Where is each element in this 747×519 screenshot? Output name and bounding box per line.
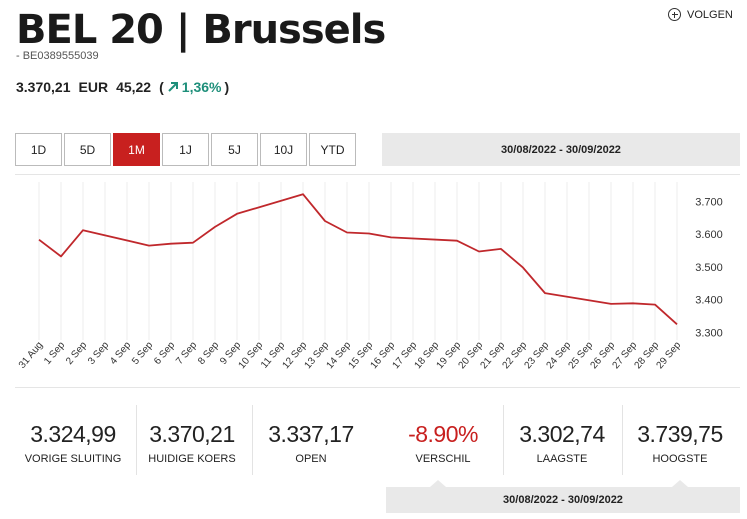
- stat-low: 3.302,74 LAAGSTE: [503, 420, 621, 465]
- stat-label: OPEN: [295, 453, 327, 465]
- footer-notch: [672, 480, 688, 487]
- x-tick-label: 4 Sep: [108, 340, 134, 367]
- x-tick-label: 8 Sep: [196, 340, 222, 367]
- tab-5j[interactable]: 5J: [211, 133, 258, 166]
- close-paren: ): [224, 79, 230, 95]
- x-tick-label: 7 Sep: [174, 340, 200, 367]
- currency: EUR: [78, 79, 109, 95]
- stat-value: 3.337,17: [268, 421, 354, 447]
- change-percent: 1,36%: [181, 79, 222, 95]
- stat-current-price: 3.370,21 HUIDIGE KOERS: [133, 420, 251, 465]
- tab-1j[interactable]: 1J: [162, 133, 209, 166]
- x-tick-label: 31 Aug: [17, 340, 45, 371]
- x-tick-label: 1 Sep: [42, 340, 68, 367]
- stat-previous-close: 3.324,99 VORIGE SLUITING: [14, 420, 132, 465]
- price-series-line: [38, 193, 678, 325]
- stat-value: 3.370,21: [149, 421, 235, 447]
- stat-label: HUIDIGE KOERS: [148, 453, 236, 465]
- x-tick-label: 3 Sep: [86, 340, 112, 367]
- footer-notch: [430, 480, 446, 487]
- stat-label: LAAGSTE: [536, 453, 588, 465]
- stat-difference: -8.90% VERSCHIL: [384, 420, 502, 465]
- tab-10j[interactable]: 10J: [260, 133, 307, 166]
- tab-1m[interactable]: 1M: [113, 133, 160, 166]
- stat-open: 3.337,17 OPEN: [252, 420, 370, 465]
- tab-ytd[interactable]: YTD: [309, 133, 356, 166]
- page-title: BEL 20 | Brussels: [16, 7, 386, 53]
- tab-1d[interactable]: 1D: [15, 133, 62, 166]
- tab-5d[interactable]: 5D: [64, 133, 111, 166]
- open-paren: (: [159, 79, 164, 95]
- stat-value: -8.90%: [408, 421, 478, 447]
- plus-circle-icon: [668, 8, 681, 21]
- quote-line: 3.370,21 EUR 45,22 ( 1,36% ): [16, 79, 229, 95]
- chart-top-divider: [15, 174, 740, 175]
- stat-separator: [136, 405, 137, 475]
- current-price: 3.370,21: [16, 79, 71, 95]
- stat-high: 3.739,75 HOOGSTE: [621, 420, 739, 465]
- stat-value: 3.324,99: [30, 421, 116, 447]
- arrow-up-right-icon: [168, 82, 178, 92]
- price-change: 45,22: [116, 79, 152, 95]
- stat-separator: [622, 405, 623, 475]
- x-tick-label: 29 Sep: [654, 340, 683, 372]
- x-tick-label: 5 Sep: [130, 340, 156, 367]
- stat-label: HOOGSTE: [652, 453, 708, 465]
- period-tabs: 1D 5D 1M 1J 5J 10J YTD: [15, 133, 356, 166]
- y-tick-label: 3.300: [695, 327, 723, 339]
- x-tick-label: 2 Sep: [64, 340, 90, 367]
- stat-label: VERSCHIL: [415, 453, 471, 465]
- isin-code: - BE0389555039: [16, 50, 99, 62]
- stat-value: 3.739,75: [637, 421, 723, 447]
- y-tick-label: 3.600: [695, 229, 723, 241]
- date-range: 30/08/2022 - 30/09/2022: [382, 133, 740, 166]
- y-tick-label: 3.500: [695, 262, 723, 274]
- x-tick-label: 6 Sep: [152, 340, 178, 367]
- follow-label: VOLGEN: [687, 8, 733, 21]
- stat-separator: [503, 405, 504, 475]
- y-tick-label: 3.700: [695, 196, 723, 208]
- follow-button[interactable]: VOLGEN: [668, 8, 733, 21]
- stat-label: VORIGE SLUITING: [24, 453, 122, 465]
- stat-value: 3.302,74: [519, 421, 605, 447]
- stats-divider: [15, 387, 740, 388]
- y-tick-label: 3.400: [695, 295, 723, 307]
- footer-date-range: 30/08/2022 - 30/09/2022: [386, 487, 740, 513]
- stat-separator: [252, 405, 253, 475]
